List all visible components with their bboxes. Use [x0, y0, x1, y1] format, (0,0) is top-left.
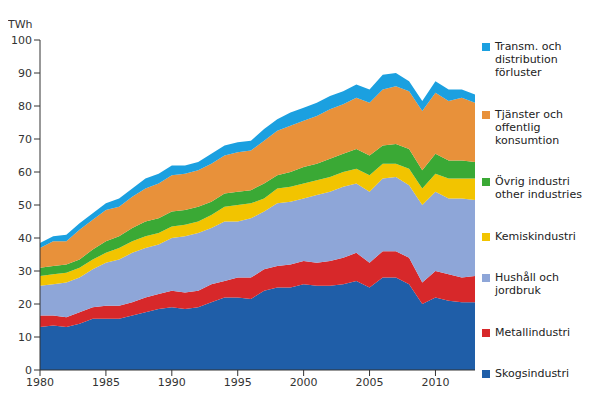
- svg-text:50: 50: [18, 199, 32, 212]
- svg-text:40: 40: [18, 232, 32, 245]
- html-text:Tjänster och offentlig konsumt: Tjänster och offentlig konsumtion: [495, 107, 564, 147]
- svg-text:80: 80: [18, 100, 32, 113]
- svg-text:2010: 2010: [421, 376, 449, 389]
- html-text:Metallindustri: Metallindustri: [495, 325, 570, 339]
- svg-text:20: 20: [18, 298, 32, 311]
- html-text:Kemiskindustri: Kemiskindustri: [495, 229, 576, 243]
- svg-text:60: 60: [18, 166, 32, 179]
- svg-text:0: 0: [25, 364, 32, 377]
- svg-text:10: 10: [18, 331, 32, 344]
- html-text:Skogsindustri: Skogsindustri: [495, 367, 569, 380]
- svg-text:70: 70: [18, 133, 32, 146]
- svg-text:1990: 1990: [158, 376, 186, 389]
- svg-text:1985: 1985: [92, 376, 120, 389]
- svg-text:1980: 1980: [26, 376, 54, 389]
- html-text:Hushåll och jordbruk: Hushåll och jordbruk: [495, 271, 559, 297]
- html-text:TWh: TWh: [8, 18, 33, 31]
- svg-text:30: 30: [18, 265, 32, 278]
- svg-text:1995: 1995: [224, 376, 252, 389]
- svg-text:2005: 2005: [356, 376, 384, 389]
- svg-text:2000: 2000: [290, 376, 318, 389]
- svg-text:100: 100: [11, 34, 32, 47]
- svg-text:90: 90: [18, 67, 32, 80]
- html-text:Övrig industri other industrie: Övrig industri other industries: [495, 175, 582, 201]
- html-text:Transm. och distribution förlu: Transm. och distribution förluster: [495, 40, 562, 79]
